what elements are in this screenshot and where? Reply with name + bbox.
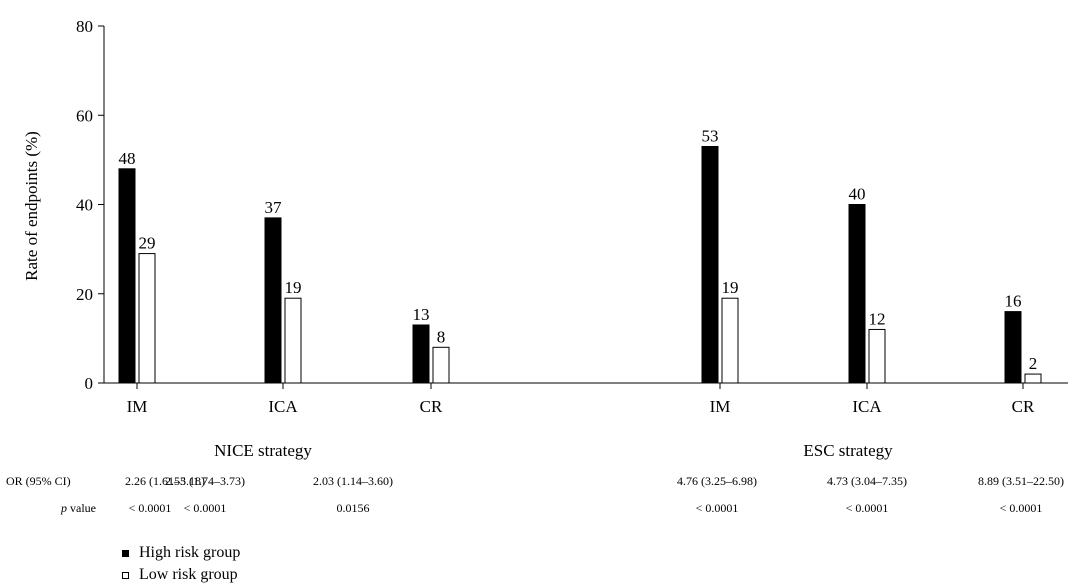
x-tick-label-im: IM — [710, 397, 731, 416]
x-tick-label-cr: CR — [420, 397, 443, 416]
bar-high-risk-esc-cr — [1004, 311, 1022, 384]
bars — [118, 145, 1042, 384]
p-value: < 0.0001 — [183, 501, 227, 515]
x-tick-label-ica: ICA — [268, 397, 298, 416]
group-title-nice: NICE strategy — [214, 441, 312, 460]
bar-high-risk-esc-ica — [848, 204, 866, 384]
y-axis-title: Rate of endpoints (%) — [22, 131, 41, 281]
p-value: < 0.0001 — [999, 501, 1043, 515]
legend: High risk group Low risk group — [122, 542, 240, 586]
data-label-low-esc-cr: 2 — [1029, 354, 1038, 373]
p-value: 0.0156 — [336, 501, 370, 515]
y-tick-label-0: 0 — [85, 374, 94, 393]
y-tick-label-20: 20 — [76, 285, 93, 304]
data-label-low-esc-ica: 12 — [869, 309, 886, 328]
bar-low-risk-nice-cr — [432, 346, 450, 384]
legend-label-high-risk: High risk group — [139, 544, 241, 561]
p-value: < 0.0001 — [845, 501, 889, 515]
bar-high-risk-esc-im — [701, 145, 719, 384]
p-value: < 0.0001 — [695, 501, 739, 515]
or-ci-value: 8.89 (3.51–22.50) — [978, 474, 1064, 488]
p-value-rest: value — [67, 501, 96, 515]
data-label-high-nice-ica: 37 — [265, 198, 283, 217]
legend-label-low-risk: Low risk group — [139, 566, 238, 583]
x-tick-label-im: IM — [127, 397, 148, 416]
p-value-row-label: p value — [61, 501, 96, 516]
data-label-low-nice-cr: 8 — [437, 327, 446, 346]
bar-low-risk-esc-ica — [868, 328, 886, 384]
p-value: < 0.0001 — [128, 501, 172, 515]
x-tick-label-cr: CR — [1012, 397, 1035, 416]
or-ci-value: 2.03 (1.14–3.60) — [313, 474, 393, 488]
data-label-high-esc-im: 53 — [702, 126, 719, 145]
bar-low-risk-nice-ica — [284, 297, 302, 384]
or-ci-value: 4.76 (3.25–6.98) — [677, 474, 757, 488]
bar-high-risk-nice-ica — [264, 217, 282, 384]
legend-swatch-filled — [122, 549, 129, 557]
data-label-low-nice-im: 29 — [139, 234, 156, 253]
data-label-low-esc-im: 19 — [722, 278, 739, 297]
legend-item-high-risk: High risk group — [122, 542, 240, 564]
p-value-italic-p: p — [61, 501, 67, 515]
y-tick-label-40: 40 — [76, 196, 93, 215]
data-label-high-nice-im: 48 — [119, 149, 136, 168]
y-tick-label-80: 80 — [76, 17, 93, 36]
data-label-high-nice-cr: 13 — [413, 305, 430, 324]
x-tick-label-ica: ICA — [852, 397, 882, 416]
or-ci-value: 2.55 (1.74–3.73) — [165, 474, 245, 488]
bar-high-risk-nice-im — [118, 168, 136, 384]
bar-low-risk-nice-im — [138, 253, 156, 384]
or-ci-value: 4.73 (3.04–7.35) — [827, 474, 907, 488]
labels: 0 20 40 60 80 Rate of endpoints (%) IM 48 29 ICA 3… — [22, 17, 1037, 416]
or-ci-row-label: OR (95% CI) — [6, 474, 71, 488]
y-tick-label-60: 60 — [76, 106, 93, 125]
bar-high-risk-nice-cr — [412, 324, 430, 384]
bar-low-risk-esc-im — [721, 297, 739, 384]
data-label-low-nice-ica: 19 — [285, 278, 302, 297]
axes — [98, 25, 1068, 389]
legend-item-low-risk: Low risk group — [122, 564, 240, 586]
data-label-high-esc-ica: 40 — [849, 185, 866, 204]
data-label-high-esc-cr: 16 — [1005, 292, 1022, 311]
legend-swatch-open — [122, 571, 129, 579]
bar-low-risk-esc-cr — [1024, 373, 1042, 384]
or-ci-value: 2.26 (1.61–3.18) — [125, 474, 205, 488]
group-title-esc: ESC strategy — [803, 441, 893, 460]
